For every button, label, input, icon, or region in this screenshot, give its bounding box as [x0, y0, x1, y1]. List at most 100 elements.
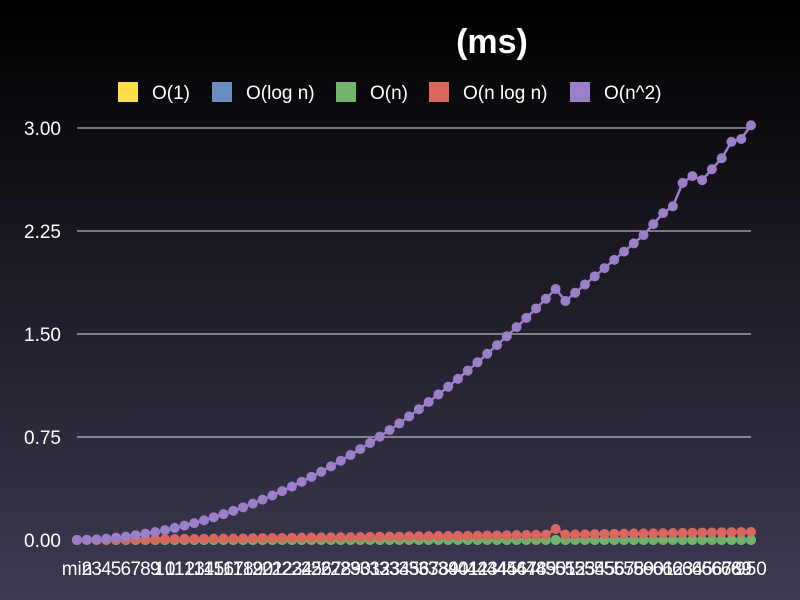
data-point: [228, 505, 239, 516]
data-point: [140, 528, 151, 539]
data-point: [531, 529, 542, 540]
data-point: [706, 527, 717, 538]
legend-label-2: O(n): [370, 83, 408, 104]
x-tick-label: 30: [350, 559, 371, 580]
y-tick-label-4: 3.00: [24, 119, 61, 140]
data-point: [697, 527, 708, 538]
data-point: [619, 528, 630, 539]
x-tick-label: 56: [604, 559, 625, 580]
x-tick-label-first: min: [62, 559, 93, 580]
data-point: [306, 471, 317, 482]
data-point: [286, 481, 297, 492]
data-point: [101, 533, 112, 544]
x-tick-label: 46: [506, 559, 527, 580]
data-point: [540, 529, 551, 540]
x-tick-label: 48: [526, 559, 547, 580]
data-point: [736, 527, 747, 538]
data-point: [667, 201, 678, 212]
x-tick-label: 29: [340, 559, 361, 580]
x-tick-label: 9: [150, 559, 161, 580]
data-point: [189, 533, 200, 544]
data-point: [159, 525, 170, 536]
data-point: [609, 254, 620, 265]
legend-swatch-1: [212, 82, 232, 102]
data-point: [218, 509, 229, 520]
data-point: [726, 535, 737, 545]
x-tick-label: 47: [516, 559, 537, 580]
x-tick-label: 25: [301, 559, 322, 580]
data-point: [687, 527, 698, 538]
data-point: [286, 532, 297, 543]
data-point: [531, 303, 542, 314]
x-tick-label: 64: [682, 559, 704, 580]
data-point: [677, 527, 688, 538]
legend-swatch-0: [118, 82, 138, 102]
data-point: [365, 437, 376, 448]
data-point: [335, 532, 346, 543]
data-point: [501, 331, 512, 342]
data-point: [443, 381, 454, 392]
data-point: [72, 535, 82, 545]
x-tick-label: 67: [711, 559, 732, 580]
data-point: [316, 466, 327, 477]
x-tick-label: 40: [447, 559, 468, 580]
data-point: [560, 529, 571, 540]
x-tick-label: 59: [633, 559, 654, 580]
x-tick-label: 28: [330, 559, 351, 580]
data-point: [365, 531, 376, 542]
x-tick-label: 31: [359, 559, 380, 580]
data-point: [482, 530, 493, 541]
chart-title: (ms): [456, 23, 528, 61]
data-point: [296, 476, 307, 487]
data-point: [560, 296, 571, 307]
data-point: [550, 535, 561, 545]
data-point: [296, 532, 307, 543]
grid-lines: [77, 127, 751, 541]
data-point: [325, 461, 336, 472]
data-point: [492, 340, 503, 351]
data-point: [179, 520, 190, 531]
data-point: [492, 530, 503, 541]
data-point: [599, 263, 610, 274]
data-point: [550, 524, 561, 535]
data-point: [697, 535, 708, 545]
data-point: [658, 208, 669, 219]
data-point: [238, 502, 249, 513]
legend-label-1: O(log n): [246, 83, 315, 104]
data-point: [267, 532, 278, 543]
data-point: [648, 219, 659, 230]
x-tick-label: 54: [584, 559, 606, 580]
data-point: [208, 512, 219, 523]
data-point: [628, 238, 639, 249]
data-point: [130, 530, 141, 541]
x-tick-label: 3: [91, 559, 102, 580]
x-tick-label: 36: [408, 559, 429, 580]
data-point: [462, 530, 473, 541]
legend-swatch-3: [429, 82, 449, 102]
x-tick-label: 65: [692, 559, 713, 580]
x-tick-label: 8: [140, 559, 151, 580]
x-tick-label: 69: [731, 559, 752, 580]
x-tick-label: 33: [379, 559, 400, 580]
data-point: [169, 522, 180, 533]
legend-swatch-4: [570, 82, 590, 102]
legend-label-0: O(1): [152, 83, 190, 104]
data-point: [413, 531, 424, 542]
x-tick-label: 11: [165, 559, 185, 580]
data-point: [306, 532, 317, 543]
data-point: [150, 534, 161, 545]
x-tick-label: 4: [101, 559, 112, 580]
data-point: [521, 529, 532, 540]
y-tick-label-1: 0.75: [24, 428, 61, 449]
data-point: [345, 532, 356, 543]
data-point: [120, 531, 131, 542]
data-point: [667, 527, 678, 538]
data-point: [179, 533, 190, 544]
data-point: [433, 531, 444, 542]
data-point: [257, 533, 268, 544]
data-point: [716, 527, 727, 538]
x-tick-label: 62: [662, 559, 683, 580]
data-point: [579, 279, 590, 290]
data-point: [716, 153, 727, 164]
